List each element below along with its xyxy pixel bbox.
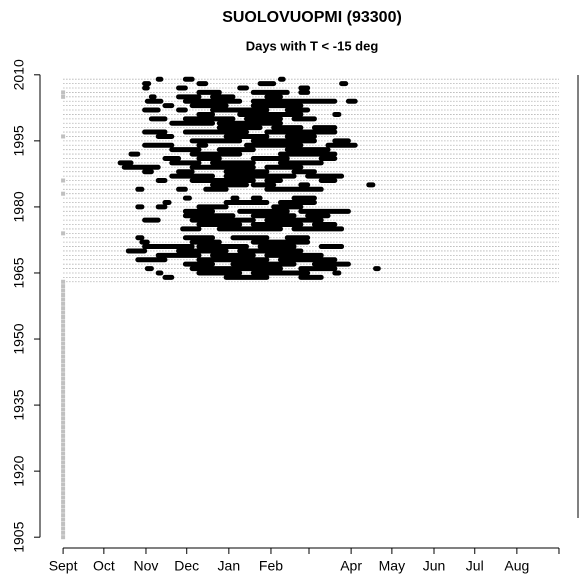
gray-marker: [61, 279, 66, 284]
gray-marker: [61, 526, 66, 531]
gray-marker: [61, 341, 66, 346]
gray-marker: [61, 191, 66, 196]
gray-marker: [61, 438, 66, 443]
gray-marker: [61, 398, 66, 403]
y-tick-label: 1905: [11, 521, 27, 552]
gray-marker: [61, 477, 66, 482]
gray-marker: [61, 521, 66, 526]
gray-marker: [61, 530, 66, 535]
y-tick-label: 1995: [11, 125, 27, 156]
gray-marker: [61, 433, 66, 438]
gray-marker: [61, 425, 66, 430]
gray-marker: [61, 323, 66, 328]
gray-marker: [61, 495, 66, 500]
gray-marker: [61, 411, 66, 416]
gray-marker: [61, 354, 66, 359]
gray-marker: [61, 332, 66, 337]
x-tick-label: Jun: [423, 558, 446, 574]
gray-marker: [61, 469, 66, 474]
gray-marker: [61, 486, 66, 491]
gray-marker: [61, 297, 66, 302]
gray-marker: [61, 376, 66, 381]
gray-marker: [61, 447, 66, 452]
x-tick-label: Aug: [504, 558, 529, 574]
gray-marker: [61, 389, 66, 394]
gray-marker: [61, 429, 66, 434]
gray-marker: [61, 491, 66, 496]
gray-marker: [61, 381, 66, 386]
y-tick-label: 1950: [11, 323, 27, 354]
y-tick-label: 1920: [11, 455, 27, 486]
gray-marker: [61, 306, 66, 311]
gray-marker: [61, 403, 66, 408]
gray-marker: [61, 301, 66, 306]
gray-marker: [61, 504, 66, 509]
y-tick-label: 1965: [11, 257, 27, 288]
gray-marker: [61, 292, 66, 297]
gray-marker: [61, 231, 66, 236]
y-tick-label: 1935: [11, 389, 27, 420]
gray-marker: [61, 288, 66, 293]
gray-marker: [61, 482, 66, 487]
x-tick-label: May: [379, 558, 405, 574]
gray-marker: [61, 90, 66, 95]
gray-marker: [61, 359, 66, 364]
gray-marker: [61, 460, 66, 465]
gray-marker: [61, 134, 66, 139]
x-tick-label: Feb: [259, 558, 283, 574]
gray-marker: [61, 328, 66, 333]
gray-marker: [61, 310, 66, 315]
gray-marker: [61, 319, 66, 324]
gray-marker: [61, 508, 66, 513]
gray-marker: [61, 442, 66, 447]
gray-marker: [61, 535, 66, 540]
x-tick-label: Dec: [174, 558, 199, 574]
gray-marker: [61, 367, 66, 372]
x-tick-label: Nov: [134, 558, 159, 574]
gray-marker: [61, 499, 66, 504]
gray-marker: [61, 363, 66, 368]
chart-title: SUOLOVUOPMI (93300): [222, 9, 402, 26]
x-tick-label: Sept: [49, 558, 78, 574]
gray-marker: [61, 451, 66, 456]
gray-marker: [61, 385, 66, 390]
gray-marker: [61, 315, 66, 320]
x-tick-label: Jan: [218, 558, 241, 574]
x-tick-label: Oct: [93, 558, 115, 574]
gray-marker: [61, 517, 66, 522]
gray-marker: [61, 513, 66, 518]
chart-subtitle: Days with T < -15 deg: [246, 38, 379, 53]
gray-marker: [61, 94, 66, 99]
gray-marker: [61, 284, 66, 289]
gray-marker: [61, 420, 66, 425]
gray-marker: [61, 178, 66, 183]
gray-marker: [61, 455, 66, 460]
gray-marker: [61, 473, 66, 478]
y-tick-label: 2010: [11, 59, 27, 90]
x-tick-label: Jul: [466, 558, 484, 574]
gray-marker: [61, 350, 66, 355]
gray-marker: [61, 464, 66, 469]
gray-marker: [61, 407, 66, 412]
y-tick-label: 1980: [11, 191, 27, 222]
gray-marker: [61, 337, 66, 342]
gray-marker: [61, 345, 66, 350]
gray-marker: [61, 394, 66, 399]
gray-marker: [61, 372, 66, 377]
x-tick-label: Apr: [340, 558, 362, 574]
gray-marker: [61, 416, 66, 421]
